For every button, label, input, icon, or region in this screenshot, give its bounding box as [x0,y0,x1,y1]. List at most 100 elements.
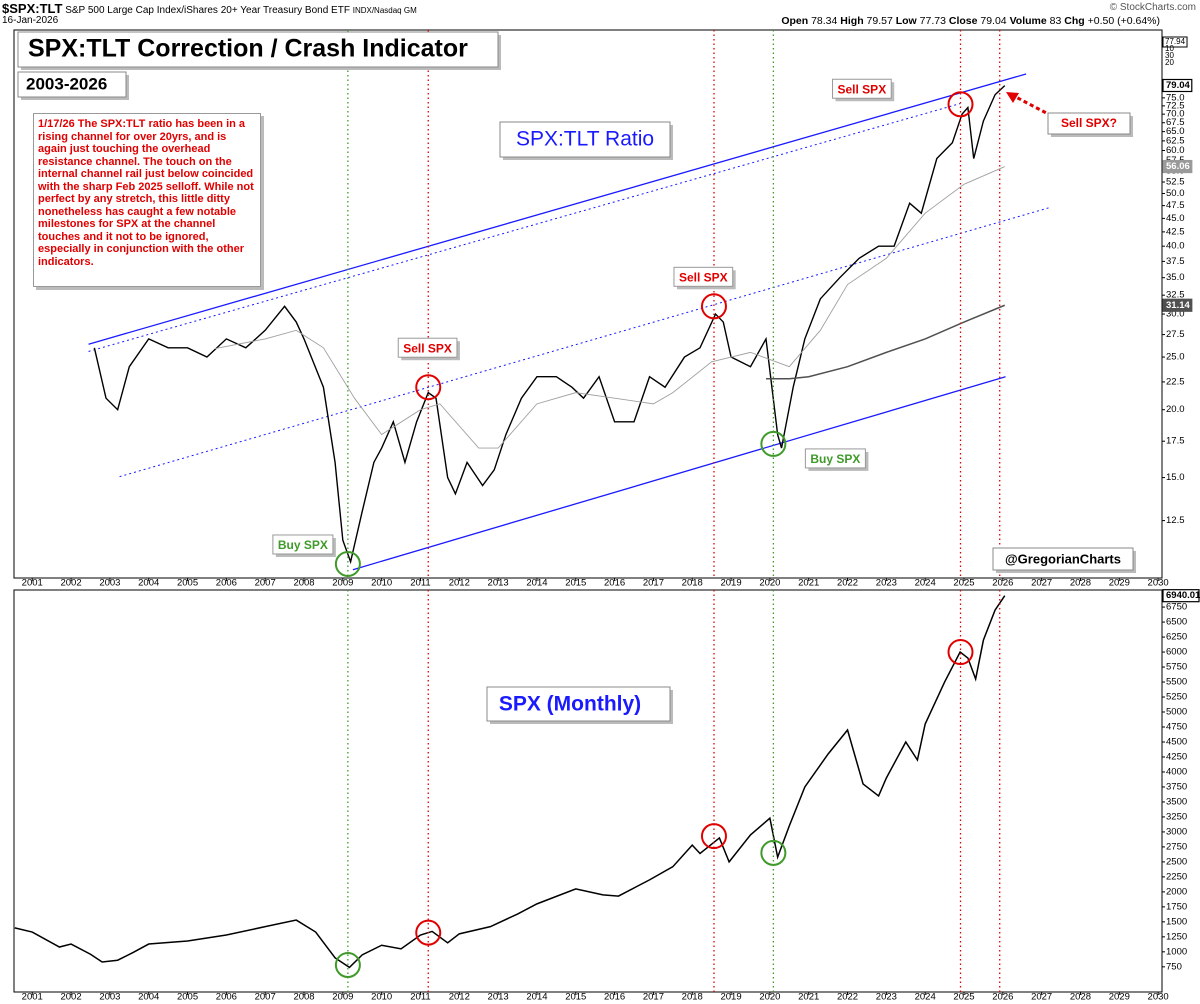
y-tick-label: 65.0 [1166,126,1185,137]
x-tick-label: 2008 [293,992,314,1003]
volume-scale-label: 77.94 [1165,37,1186,46]
x-tick-label: 2007 [255,578,276,589]
signal-circle [947,639,974,666]
x-tick-label: 2001 [22,578,43,589]
y-tick-label: 4750 [1166,722,1187,733]
value-badge [1162,159,1193,174]
x-tick-label: 2028 [1070,992,1091,1003]
value-badge [1162,589,1200,603]
channel-line [352,376,1006,571]
y-tick-label: 5000 [1166,707,1187,718]
x-tick-label: 2014 [526,578,547,589]
y-tick-label: 6500 [1166,617,1187,628]
handle-box [992,547,1134,571]
y-tick-label: 4250 [1166,751,1187,762]
x-tick-label: 2030 [1148,578,1169,589]
low-label: Low [895,15,917,27]
x-tick-label: 2009 [332,992,353,1003]
y-tick-label: 6000 [1166,647,1187,658]
chg: +0.50 (+0.64%) [1087,15,1160,27]
signal-label: Sell SPX [679,270,728,284]
x-tick-label: 2029 [1109,578,1130,589]
x-tick-label: 2002 [60,992,81,1003]
volume: 83 [1049,15,1062,27]
channel-line [88,73,1027,345]
years-box [17,71,127,98]
x-tick-label: 2027 [1031,578,1052,589]
label-box [272,534,334,555]
y-tick-label: 15.0 [1166,472,1185,483]
x-tick-label: 2026 [992,992,1013,1003]
y-tick-label: 27.5 [1166,329,1185,340]
x-tick-label: 2017 [643,992,664,1003]
signal-label: Sell SPX [838,82,887,96]
x-tick-label: 2025 [953,578,974,589]
date: 16-Jan-2026 [2,15,59,26]
open: 78.34 [811,15,838,27]
x-tick-label: 2009 [332,578,353,589]
close: 79.04 [980,15,1007,27]
signal-circle [334,550,361,577]
title-box [17,31,499,68]
x-tick-label: 2021 [798,578,819,589]
y-tick-label: 42.5 [1166,226,1185,237]
y-tick-label: 62.5 [1166,135,1185,146]
x-tick-label: 2011 [410,578,430,589]
y-tick-label: 35.0 [1166,272,1185,283]
x-tick-label: 2025 [953,992,974,1003]
y-tick-label: 45.0 [1166,213,1185,224]
x-tick-label: 2011 [410,992,430,1003]
x-tick-label: 2016 [604,992,625,1003]
note: 1/17/26 The SPX:TLT ratio has been in a … [33,113,261,287]
spx-label: SPX (Monthly) [499,693,641,716]
spx-label-box [486,686,671,722]
x-tick-label: 2013 [488,992,509,1003]
x-tick-label: 2024 [915,578,936,589]
x-tick-label: 2020 [759,578,780,589]
volume-label: Volume [1009,15,1047,27]
source: © StockCharts.com [1109,2,1196,13]
y-tick-label: 70.0 [1166,109,1185,120]
x-tick-label: 2017 [643,578,664,589]
quote: Open 78.34 High 79.57 Low 77.73 Close 79… [781,15,1160,27]
signal-circle [415,919,442,946]
y-tick-label: 2750 [1166,841,1187,852]
x-tick-label: 2029 [1109,992,1130,1003]
symbol: $SPX:TLT [2,1,63,16]
series-line [766,304,1006,380]
x-tick-label: 2003 [99,992,120,1003]
value-badge-label: 56.06 [1166,161,1190,172]
signal-label: Buy SPX [278,538,328,552]
x-tick-label: 2012 [449,578,470,589]
y-tick-label: 20.0 [1166,404,1185,415]
y-tick-label: 50.0 [1166,188,1185,199]
ratio-label: SPX:TLT Ratio [516,128,654,151]
y-tick-label: 72.5 [1166,100,1185,111]
y-tick-label: 25.0 [1166,352,1185,363]
y-tick-label: 3250 [1166,811,1187,822]
y-tick-label: 75.0 [1166,92,1185,103]
label-box [673,266,734,287]
years: 2003-2026 [26,74,107,93]
x-tick-label: 2019 [720,992,741,1003]
x-tick-label: 2023 [876,578,897,589]
y-tick-label: 1500 [1166,916,1187,927]
x-tick-label: 2001 [22,992,43,1003]
y-tick-label: 67.5 [1166,117,1185,128]
signal-circle [334,952,361,979]
x-tick-label: 2002 [60,578,81,589]
exchange: INDX/Nasdaq GM [352,6,417,15]
y-tick-label: 40.0 [1166,241,1185,252]
y-tick-label: 4500 [1166,737,1187,748]
y-tick-label: 47.5 [1166,200,1185,211]
y-tick-label: 2250 [1166,871,1187,882]
annotation-boxes: SPX:TLT Correction / Crash Indicator 200… [17,31,1136,724]
plot-frame [13,29,1163,579]
value-badge-label: 6940.01 [1166,590,1200,601]
y-tick-label: 30.0 [1166,309,1185,320]
series-line [214,166,1005,449]
high-label: High [840,15,864,27]
open-label: Open [781,15,809,27]
y-tick-label: 750 [1166,961,1182,972]
